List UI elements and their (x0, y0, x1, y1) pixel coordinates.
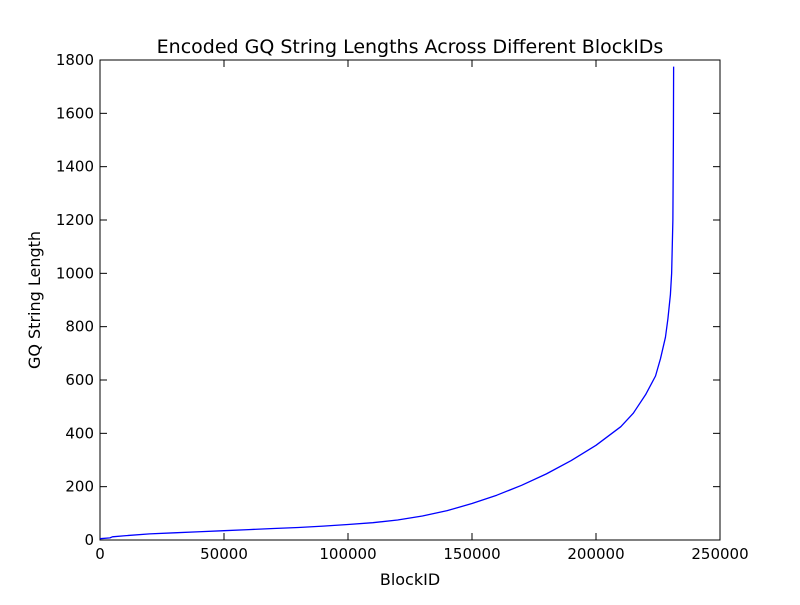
y-tick-label: 400 (65, 424, 94, 442)
y-tick-label: 1400 (56, 158, 94, 176)
x-tick-label: 150000 (443, 545, 500, 563)
x-tick-label: 200000 (567, 545, 624, 563)
x-tick-label: 100000 (319, 545, 376, 563)
y-tick-label: 800 (65, 318, 94, 336)
x-axis-title: BlockID (380, 570, 440, 589)
y-axis-title: GQ String Length (25, 231, 44, 369)
y-tick-label: 600 (65, 371, 94, 389)
x-tick-label: 0 (95, 545, 105, 563)
y-tick-label: 200 (65, 478, 94, 496)
y-tick-label: 1600 (56, 104, 94, 122)
chart-title: Encoded GQ String Lengths Across Differe… (157, 36, 664, 58)
series-line-0 (99, 66, 675, 540)
x-tick-label: 50000 (200, 545, 248, 563)
y-tick-label: 1800 (56, 51, 94, 69)
x-tick-label: 250000 (691, 545, 748, 563)
y-tick-label: 1200 (56, 211, 94, 229)
plot-frame (99, 59, 721, 541)
y-tick-label: 1000 (56, 264, 94, 282)
y-tick-label: 0 (84, 531, 94, 549)
